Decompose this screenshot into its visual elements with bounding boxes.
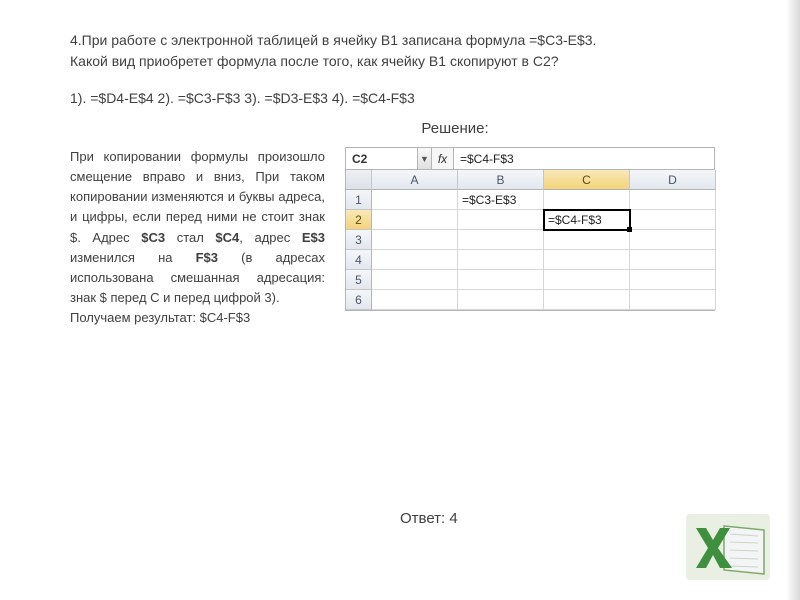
cell-B2[interactable] [458, 210, 544, 230]
cell-A5[interactable] [372, 270, 458, 290]
cell-C4[interactable] [544, 250, 630, 270]
cell-D4[interactable] [630, 250, 716, 270]
cell-A3[interactable] [372, 230, 458, 250]
cell-B3[interactable] [458, 230, 544, 250]
row-header-1[interactable]: 1 [346, 190, 372, 210]
col-header-A[interactable]: A [372, 170, 458, 190]
cell-C2[interactable]: =$C4-F$3 [544, 210, 630, 230]
row-header-4[interactable]: 4 [346, 250, 372, 270]
name-box[interactable]: C2 [346, 148, 418, 169]
col-header-D[interactable]: D [630, 170, 716, 190]
name-box-dropdown[interactable]: ▼ [418, 148, 432, 169]
cell-A6[interactable] [372, 290, 458, 310]
cell-C5[interactable] [544, 270, 630, 290]
cell-B6[interactable] [458, 290, 544, 310]
question-line2: Какой вид приобретет формула после того,… [70, 53, 559, 69]
question-text: 4.При работе с электронной таблицей в яч… [70, 30, 760, 72]
excel-screenshot: C2 ▼ fx =$C4-F$3 ABCD 1 =$C3-E$3 2 =$C4-F$3 3… [345, 147, 715, 311]
cell-A1[interactable] [372, 190, 458, 210]
question-line1: 4.При работе с электронной таблицей в яч… [70, 32, 596, 48]
cell-B4[interactable] [458, 250, 544, 270]
cell-C1[interactable] [544, 190, 630, 210]
row-header-2[interactable]: 2 [346, 210, 372, 230]
solution-heading: Решение: [70, 120, 760, 137]
excel-logo-icon [686, 514, 770, 580]
formula-bar[interactable]: =$C4-F$3 [454, 148, 714, 169]
cell-C6[interactable] [544, 290, 630, 310]
col-header-C[interactable]: C [544, 170, 630, 190]
col-header-B[interactable]: B [458, 170, 544, 190]
cell-B1[interactable]: =$C3-E$3 [458, 190, 544, 210]
cell-D2[interactable] [630, 210, 716, 230]
row-header-6[interactable]: 6 [346, 290, 372, 310]
cell-A2[interactable] [372, 210, 458, 230]
page-shadow [786, 0, 800, 600]
formula-bar-row: C2 ▼ fx =$C4-F$3 [346, 148, 714, 170]
final-answer: Ответ: 4 [400, 510, 458, 527]
row-header-5[interactable]: 5 [346, 270, 372, 290]
explanation-text: При копировании формулы произошло смещен… [70, 147, 325, 328]
select-all-corner[interactable] [346, 170, 372, 190]
cell-A4[interactable] [372, 250, 458, 270]
spreadsheet-grid: ABCD 1 =$C3-E$3 2 =$C4-F$3 3456 [346, 170, 714, 310]
cell-D1[interactable] [630, 190, 716, 210]
fx-button[interactable]: fx [432, 148, 454, 169]
answer-options: 1). =$D4-E$4 2). =$C3-F$3 3). =$D3-E$3 4… [70, 90, 760, 106]
row-header-3[interactable]: 3 [346, 230, 372, 250]
cell-D6[interactable] [630, 290, 716, 310]
cell-C3[interactable] [544, 230, 630, 250]
cell-D5[interactable] [630, 270, 716, 290]
cell-D3[interactable] [630, 230, 716, 250]
cell-B5[interactable] [458, 270, 544, 290]
